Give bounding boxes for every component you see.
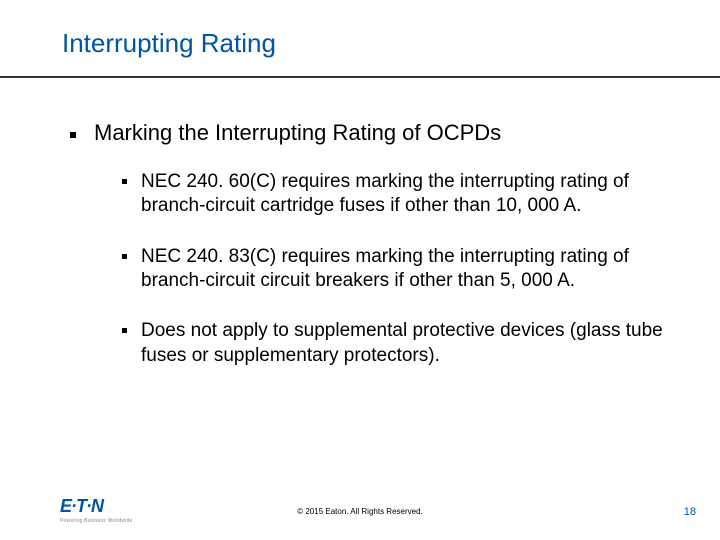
bullet-level2: NEC 240. 83(C) requires marking the inte… [122, 245, 670, 294]
bullet-level1-text: Marking the Interrupting Rating of OCPDs [94, 120, 501, 146]
bullet-level2: Does not apply to supplemental protectiv… [122, 319, 670, 368]
slide-title: Interrupting Rating [62, 28, 720, 59]
bullet-level2-text: Does not apply to supplemental protectiv… [141, 319, 670, 368]
bullet-level1: Marking the Interrupting Rating of OCPDs [70, 120, 670, 146]
bullet-level2: NEC 240. 60(C) requires marking the inte… [122, 170, 670, 219]
copyright-text: © 2015 Eaton. All Rights Reserved. [0, 507, 720, 516]
footer: E·T·N Powering Business Worldwide © 2015… [0, 496, 720, 526]
title-rule [0, 76, 720, 78]
bullet-level2-text: NEC 240. 60(C) requires marking the inte… [141, 170, 670, 219]
bullet-level2-text: NEC 240. 83(C) requires marking the inte… [141, 245, 670, 294]
bullet-dot-icon [122, 328, 127, 333]
bullet-dot-icon [122, 179, 127, 184]
bullet-dot-icon [122, 254, 127, 259]
content-area: Marking the Interrupting Rating of OCPDs… [70, 120, 670, 394]
page-number: 18 [684, 506, 696, 518]
slide: Interrupting Rating Marking the Interrup… [0, 0, 720, 540]
bullet-dot-icon [70, 132, 76, 138]
logo-tagline: Powering Business Worldwide [60, 518, 133, 524]
title-block: Interrupting Rating [0, 0, 720, 59]
